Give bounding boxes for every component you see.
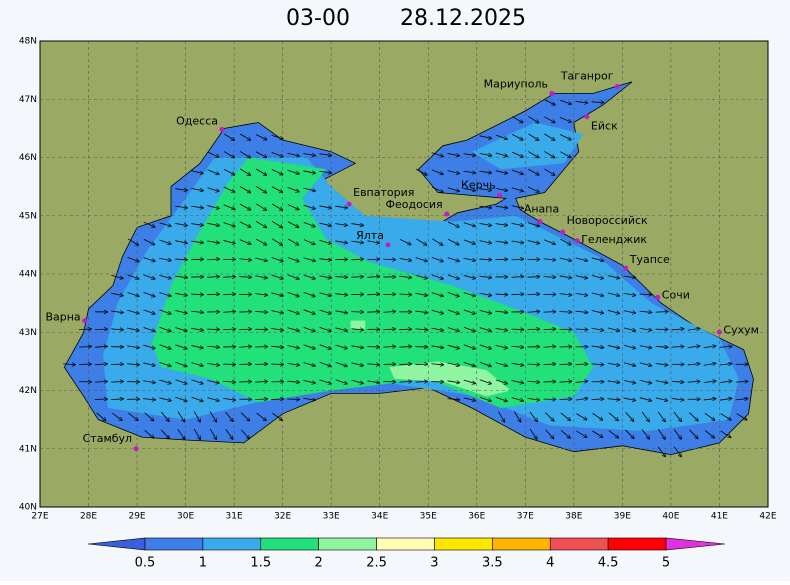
lat-tick-label: 42N xyxy=(19,386,37,396)
colorbar-label: 1 xyxy=(199,556,207,571)
arrow xyxy=(512,294,524,295)
colorbar-segment xyxy=(608,538,666,550)
colorbar-segment xyxy=(434,538,492,550)
lon-tick-label: 32E xyxy=(274,512,291,522)
arrow xyxy=(191,259,203,260)
title-date: 28.12.2025 xyxy=(400,6,526,31)
lat-tick-label: 47N xyxy=(19,95,37,105)
colorbar-label: 3 xyxy=(430,556,438,571)
lon-tick-label: 42E xyxy=(759,512,776,522)
colorbar-label: 4.5 xyxy=(598,556,619,571)
city-label: Новороссийск xyxy=(567,214,648,227)
lon-tick-label: 29E xyxy=(128,512,145,522)
city-marker xyxy=(575,238,580,243)
lon-tick-label: 37E xyxy=(517,512,534,522)
city-marker xyxy=(655,295,660,300)
city-label: Геленджик xyxy=(581,233,647,246)
lat-tick-label: 41N xyxy=(19,444,37,454)
city-label: Стамбул xyxy=(83,432,132,445)
colorbar-segment xyxy=(145,538,203,550)
city-label: Мариуполь xyxy=(484,77,548,90)
lon-tick-label: 34E xyxy=(371,512,388,522)
city-marker xyxy=(584,114,589,119)
arrow xyxy=(351,312,363,313)
city-marker xyxy=(549,91,554,96)
city-marker xyxy=(497,193,502,198)
city-label: Ейск xyxy=(591,120,618,133)
city-label: Феодосия xyxy=(386,198,443,211)
lon-tick-label: 41E xyxy=(711,512,728,522)
city-marker xyxy=(134,446,139,451)
city-label: Варна xyxy=(45,311,80,324)
wave-zone-3b xyxy=(351,321,366,330)
lon-tick-label: 31E xyxy=(226,512,243,522)
lon-tick-label: 40E xyxy=(662,512,679,522)
lat-tick-label: 48N xyxy=(19,37,37,47)
lat-tick-label: 45N xyxy=(19,211,37,221)
lat-tick-label: 44N xyxy=(19,270,37,280)
city-marker xyxy=(717,330,722,335)
arrow xyxy=(351,277,363,278)
city-label: Ялта xyxy=(356,229,384,242)
lat-tick-label: 46N xyxy=(19,153,37,163)
city-marker xyxy=(82,318,87,323)
city-marker xyxy=(537,219,542,224)
lat-tick-label: 43N xyxy=(19,328,37,338)
colorbar-label: 3.5 xyxy=(482,556,503,571)
arrow xyxy=(191,294,203,295)
lon-tick-label: 33E xyxy=(323,512,340,522)
colorbar-segment xyxy=(377,538,435,550)
colorbar-label: 1.5 xyxy=(250,556,271,571)
city-marker xyxy=(219,127,224,132)
lon-tick-label: 35E xyxy=(420,512,437,522)
arrow xyxy=(528,277,540,278)
title-time: 03-00 xyxy=(286,6,350,31)
city-label: Таганрог xyxy=(560,69,614,82)
city-label: Керчь xyxy=(461,178,496,191)
arrow xyxy=(223,277,235,278)
colorbar-label: 4 xyxy=(546,556,554,571)
city-label: Анапа xyxy=(524,203,559,216)
lon-tick-label: 28E xyxy=(80,512,97,522)
city-label: Сочи xyxy=(662,288,690,301)
city-marker xyxy=(444,212,449,217)
colorbar-segment xyxy=(492,538,550,550)
city-marker xyxy=(615,84,620,89)
lon-tick-label: 30E xyxy=(177,512,194,522)
colorbar-segment xyxy=(261,538,319,550)
city-label: Сухум xyxy=(723,323,759,336)
city-label: Туапсе xyxy=(629,253,670,266)
lon-tick-label: 38E xyxy=(565,512,582,522)
lon-tick-label: 39E xyxy=(614,512,631,522)
city-marker xyxy=(623,266,628,271)
colorbar-label: 5 xyxy=(662,556,670,571)
colorbar-segment xyxy=(550,538,608,550)
city-marker xyxy=(560,230,565,235)
colorbar-label: 2.5 xyxy=(366,556,387,571)
city-label: Одесса xyxy=(176,115,218,128)
city-marker xyxy=(385,242,390,247)
lon-tick-label: 36E xyxy=(468,512,485,522)
colorbar-label: 0.5 xyxy=(135,556,156,571)
lat-tick-label: 40N xyxy=(19,503,37,513)
colorbar-segment xyxy=(319,538,377,550)
city-marker xyxy=(347,202,352,207)
lon-tick-label: 27E xyxy=(31,512,48,522)
colorbar-label: 2 xyxy=(315,556,323,571)
colorbar-segment xyxy=(203,538,261,550)
arrow xyxy=(383,294,395,295)
